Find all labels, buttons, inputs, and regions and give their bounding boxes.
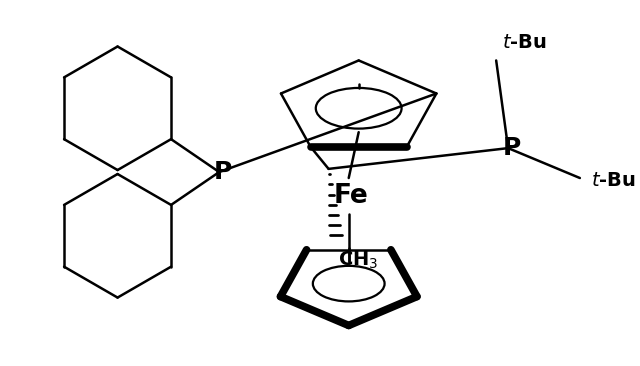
Text: $t$-Bu: $t$-Bu bbox=[591, 171, 636, 190]
Text: Fe: Fe bbox=[333, 183, 368, 209]
Text: CH$_3$: CH$_3$ bbox=[339, 250, 379, 271]
Text: P: P bbox=[214, 160, 232, 184]
Text: P: P bbox=[503, 136, 521, 160]
Text: $t$-Bu: $t$-Bu bbox=[502, 33, 547, 52]
